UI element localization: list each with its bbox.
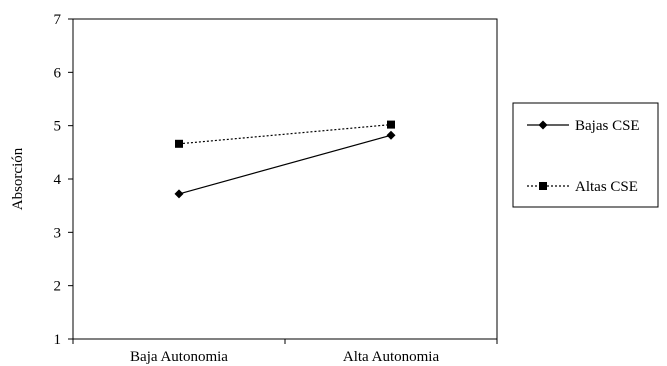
legend-item: Altas CSE <box>527 179 638 195</box>
y-tick-label: 4 <box>54 172 62 188</box>
series-line <box>178 134 392 195</box>
legend-marker <box>538 120 548 130</box>
legend-box <box>512 102 659 208</box>
legend-marker <box>539 182 547 190</box>
data-point <box>175 139 183 148</box>
legend-label: Bajas CSE <box>575 118 640 134</box>
plot-border <box>72 18 498 340</box>
x-tick-label: Baja Autonomia <box>130 349 228 365</box>
x-tick-label: Alta Autonomia <box>343 349 440 365</box>
data-point <box>174 189 184 199</box>
data-point <box>386 130 396 140</box>
series-layer <box>174 120 396 199</box>
y-tick-label: 1 <box>54 332 62 348</box>
y-tick-label: 6 <box>54 65 62 81</box>
y-tick-label: 5 <box>54 119 62 135</box>
y-axis: 1 2 3 4 5 6 7 <box>54 12 73 348</box>
series-line <box>178 124 392 145</box>
y-tick-label: 3 <box>54 225 62 241</box>
x-axis: Baja Autonomia Alta Autonomia <box>72 339 498 365</box>
y-axis-title: Absorción <box>10 147 26 210</box>
legend-label: Altas CSE <box>575 179 638 195</box>
series-1 <box>174 130 396 199</box>
series-2 <box>175 120 395 148</box>
y-tick-label: 2 <box>54 279 62 295</box>
plot-area <box>72 18 498 340</box>
y-tick-label: 7 <box>54 12 62 28</box>
legend: Bajas CSE Altas CSE <box>512 102 659 208</box>
legend-item: Bajas CSE <box>527 118 640 134</box>
data-point <box>387 120 395 129</box>
